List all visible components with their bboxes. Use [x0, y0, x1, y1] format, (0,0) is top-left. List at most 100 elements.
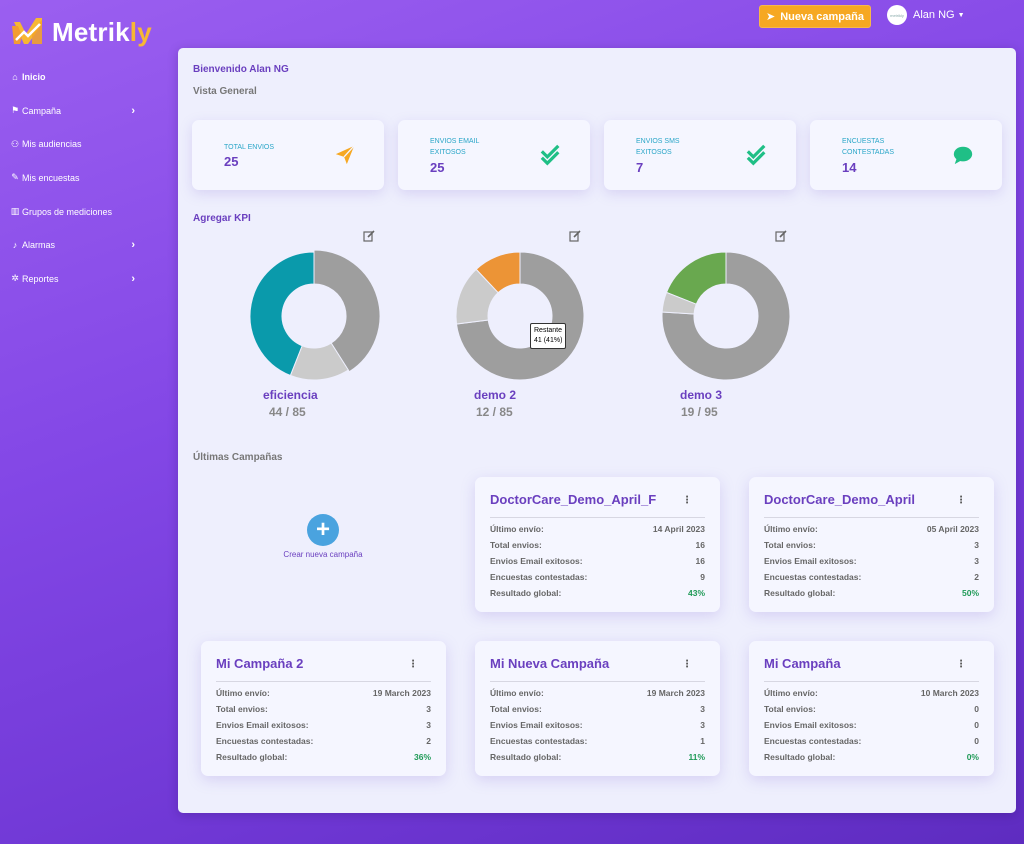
stat-value: 14	[842, 160, 857, 175]
kebab-menu-icon[interactable]: ⋮	[682, 659, 692, 670]
stat-card-encuestas-contestadas[interactable]: ENCUESTAS CONTESTADAS 14	[810, 120, 1002, 190]
brand-logo[interactable]: Metrikly	[10, 16, 152, 48]
kpi-value: 19 / 95	[681, 405, 718, 419]
campaigns-title: Últimas Campañas	[193, 452, 283, 463]
kpi-name: eficiencia	[263, 388, 318, 402]
campaign-card[interactable]: Mi Nueva Campaña ⋮ Último envío: 19 March…	[475, 641, 720, 776]
sidebar-item-label: Mis audiencias	[22, 139, 82, 150]
campaign-card[interactable]: DoctorCare_Demo_April ⋮ Último envío: 05 …	[749, 477, 994, 612]
campaign-title: Mi Campaña 2	[216, 656, 304, 671]
stat-label: ENVIOS EMAIL EXITOSOS	[430, 138, 480, 156]
overview-title: Vista General	[193, 86, 257, 97]
create-campaign-button[interactable]: + Crear nueva campaña	[278, 514, 368, 559]
sidebar-item-campana[interactable]: ⚑ Campaña ›	[0, 94, 145, 128]
stat-label: TOTAL ENVIOS	[224, 144, 275, 151]
stat-value: 25	[224, 154, 239, 169]
sidebar-item-grupos[interactable]: ▥ Grupos de mediciones	[0, 195, 145, 229]
campaign-row-email-ok: Envios Email exitosos: 16	[490, 556, 705, 566]
caret-down-icon: ▼	[957, 11, 965, 19]
campaign-row-total: Total envios: 3	[764, 540, 979, 550]
divider	[216, 681, 431, 682]
kpi-value: 44 / 85	[269, 405, 306, 419]
flag-icon: ⚑	[10, 105, 20, 116]
sidebar-item-label: Grupos de mediciones	[22, 206, 113, 217]
donut-slice-rest[interactable]	[455, 268, 499, 325]
kebab-menu-icon[interactable]: ⋮	[956, 495, 966, 506]
edit-icon[interactable]	[775, 230, 787, 242]
campaign-row-last-send: Último envío: 05 April 2023	[764, 524, 979, 534]
campaign-row-result: Resultado global: 43%	[490, 588, 705, 598]
campaign-row-total: Total envios: 16	[490, 540, 705, 550]
chat-bubble-icon	[953, 146, 973, 165]
campaign-row-total: Total envios: 3	[490, 704, 705, 714]
sidebar-item-reportes[interactable]: ✲ Reportes ›	[0, 262, 145, 296]
campaign-row-email-ok: Envios Email exitosos: 3	[764, 556, 979, 566]
kpi-name: demo 2	[474, 388, 517, 402]
campaign-title: Mi Campaña	[764, 656, 841, 671]
kpi-donut-demo-3[interactable]	[658, 248, 794, 384]
campaign-card[interactable]: DoctorCare_Demo_April_F ⋮ Último envío: 1…	[475, 477, 720, 612]
paper-plane-icon: ➤	[766, 11, 776, 23]
kpi-name: demo 3	[680, 388, 723, 402]
donut-slice-rest[interactable]	[289, 342, 349, 381]
stat-card-sms-exitosos[interactable]: ENVIOS SMS EXITOSOS 7	[604, 120, 796, 190]
donut-slice-achieved[interactable]	[249, 251, 315, 377]
add-kpi-link[interactable]: Agregar KPI	[193, 213, 251, 224]
edit-icon[interactable]	[569, 230, 581, 242]
bell-icon: ♪	[12, 240, 18, 251]
campaign-row-answered: Encuestas contestadas: 1	[490, 736, 705, 746]
kpi-donut-demo-2[interactable]	[452, 248, 588, 384]
kebab-menu-icon[interactable]: ⋮	[408, 659, 418, 670]
donut-slice-rest[interactable]	[661, 291, 697, 315]
sidebar-item-inicio[interactable]: ⌂ Inicio	[0, 60, 145, 94]
double-check-icon	[746, 144, 766, 166]
stat-value: 25	[430, 160, 445, 175]
divider	[490, 681, 705, 682]
divider	[764, 517, 979, 518]
campaign-row-last-send: Último envío: 19 March 2023	[216, 688, 431, 698]
campaign-row-last-send: Último envío: 19 March 2023	[490, 688, 705, 698]
sidebar-item-encuestas[interactable]: ✎ Mis encuestas	[0, 161, 145, 195]
chevron-right-icon: ›	[131, 104, 135, 117]
donut-slice-remaining[interactable]	[313, 249, 381, 373]
kebab-menu-icon[interactable]: ⋮	[682, 495, 692, 506]
edit-icon[interactable]	[363, 230, 375, 242]
campaign-row-answered: Encuestas contestadas: 9	[490, 572, 705, 582]
campaign-title: Mi Nueva Campaña	[490, 656, 610, 671]
campaign-card[interactable]: Mi Campaña ⋮ Último envío: 10 March 2023 …	[749, 641, 994, 776]
campaign-card[interactable]: Mi Campaña 2 ⋮ Último envío: 19 March 202…	[201, 641, 446, 776]
sidebar-item-label: Reportes	[22, 273, 59, 284]
sidebar-item-audiencias[interactable]: ⚇ Mis audiencias	[0, 127, 145, 161]
campaign-row-last-send: Último envío: 14 April 2023	[490, 524, 705, 534]
campaign-row-result: Resultado global: 0%	[764, 752, 979, 762]
logo-icon	[12, 18, 42, 44]
kpi-value: 12 / 85	[476, 405, 513, 419]
stat-label: ENCUESTAS CONTESTADAS	[842, 138, 894, 156]
chart-tooltip: Restante 41 (41%)	[530, 323, 567, 349]
double-check-icon	[540, 144, 560, 166]
kpi-donut-eficiencia[interactable]	[246, 248, 382, 384]
new-campaign-button-label: Nueva campaña	[780, 10, 864, 23]
campaign-row-last-send: Último envío: 10 March 2023	[764, 688, 979, 698]
sidebar-item-alarmas[interactable]: ♪ Alarmas ›	[0, 228, 145, 262]
sidebar-item-label: Alarmas	[22, 240, 56, 251]
campaign-row-answered: Encuestas contestadas: 2	[764, 572, 979, 582]
user-name: Alan NG	[913, 9, 955, 21]
sidebar-nav: ⌂ Inicio ⚑ Campaña › ⚇ Mis audiencias ✎ …	[0, 60, 145, 296]
new-campaign-button[interactable]: ➤ Nueva campaña	[759, 5, 871, 28]
brand-name: Metrikly	[52, 16, 152, 47]
create-campaign-label: Crear nueva campaña	[283, 550, 363, 559]
user-menu[interactable]: metrikly Alan NG ▼	[887, 5, 965, 25]
divider	[764, 681, 979, 682]
kebab-menu-icon[interactable]: ⋮	[956, 659, 966, 670]
campaign-title: DoctorCare_Demo_April	[764, 492, 915, 507]
chart-icon: ▥	[10, 206, 20, 217]
pencil-icon: ✎	[11, 172, 19, 183]
campaign-row-email-ok: Envios Email exitosos: 0	[764, 720, 979, 730]
campaign-row-result: Resultado global: 36%	[216, 752, 431, 762]
campaign-row-email-ok: Envios Email exitosos: 3	[216, 720, 431, 730]
donut-slice-remaining[interactable]	[661, 251, 791, 381]
campaign-row-email-ok: Envios Email exitosos: 3	[490, 720, 705, 730]
stat-card-total-envios[interactable]: TOTAL ENVIOS 25	[192, 120, 384, 190]
stat-card-email-exitosos[interactable]: ENVIOS EMAIL EXITOSOS 25	[398, 120, 590, 190]
